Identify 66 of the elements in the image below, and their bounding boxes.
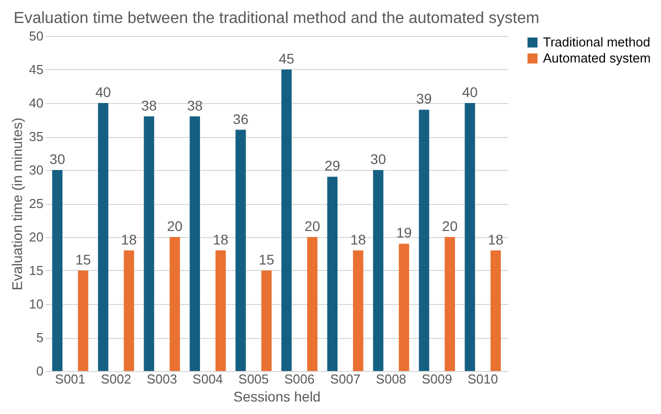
bar <box>464 103 476 371</box>
bar <box>327 176 338 371</box>
data-label: 18 <box>488 231 504 248</box>
y-tick-label: 30 <box>29 162 44 178</box>
data-label: 45 <box>278 50 295 66</box>
bar <box>144 116 154 371</box>
x-tick-label: S002 <box>100 372 132 386</box>
chart-title: Evaluation time between the traditional method and the automated system <box>14 10 540 27</box>
data-label: 20 <box>442 218 458 234</box>
data-label: 15 <box>75 252 92 268</box>
data-label: 18 <box>350 231 366 248</box>
x-tick-label: S010 <box>468 372 498 386</box>
bar <box>444 237 455 371</box>
bar <box>98 103 108 371</box>
data-label: 15 <box>258 252 274 268</box>
data-label: 40 <box>95 84 112 100</box>
y-tick-label: 0 <box>36 364 44 378</box>
bar <box>78 270 88 371</box>
data-label: 38 <box>187 97 203 114</box>
data-label: 20 <box>167 218 183 234</box>
bar <box>418 110 430 371</box>
y-tick-label: 20 <box>29 230 44 244</box>
bar <box>281 70 292 371</box>
y-tick-label: 40 <box>29 96 44 110</box>
legend-label: Automated system <box>543 50 651 66</box>
bar <box>398 244 410 371</box>
x-tick-label: S005 <box>238 372 269 386</box>
x-tick-label: S006 <box>284 372 315 386</box>
x-axis-title: Sessions held <box>233 388 321 404</box>
x-tick-label: S004 <box>192 372 223 386</box>
x-tick-label: S001 <box>55 372 86 386</box>
data-label: 18 <box>212 231 229 248</box>
bar <box>307 237 318 371</box>
data-label: 40 <box>462 84 478 100</box>
bar <box>373 170 384 371</box>
y-tick-label: 5 <box>36 330 44 345</box>
data-label: 30 <box>370 151 386 167</box>
bar <box>190 116 200 371</box>
data-label: 38 <box>141 97 157 114</box>
y-tick-label: 35 <box>29 129 44 144</box>
bar <box>215 250 226 371</box>
bar <box>353 250 364 371</box>
data-label: 20 <box>304 218 320 234</box>
bar <box>236 130 246 371</box>
y-axis-title: Evaluation time (in minutes) <box>9 118 26 290</box>
bar <box>52 170 62 371</box>
data-label: 30 <box>50 151 66 167</box>
bar <box>261 270 272 371</box>
data-label: 39 <box>416 90 432 107</box>
bar <box>124 250 134 371</box>
x-tick-label: S008 <box>376 372 406 386</box>
y-tick-label: 50 <box>29 28 44 44</box>
bar <box>490 250 501 371</box>
y-tick-label: 45 <box>29 62 44 77</box>
y-tick-label: 10 <box>29 296 44 312</box>
legend-label: Traditional method <box>543 34 650 50</box>
data-label: 36 <box>232 110 249 127</box>
data-label: 18 <box>121 231 137 248</box>
data-label: 29 <box>324 158 340 174</box>
data-label: 19 <box>396 224 412 241</box>
x-tick-label: S007 <box>330 372 360 386</box>
x-tick-label: S009 <box>422 372 452 386</box>
bar <box>170 237 180 371</box>
x-tick-label: S003 <box>146 372 178 386</box>
y-tick-label: 25 <box>29 196 44 211</box>
y-tick-label: 15 <box>29 263 44 278</box>
